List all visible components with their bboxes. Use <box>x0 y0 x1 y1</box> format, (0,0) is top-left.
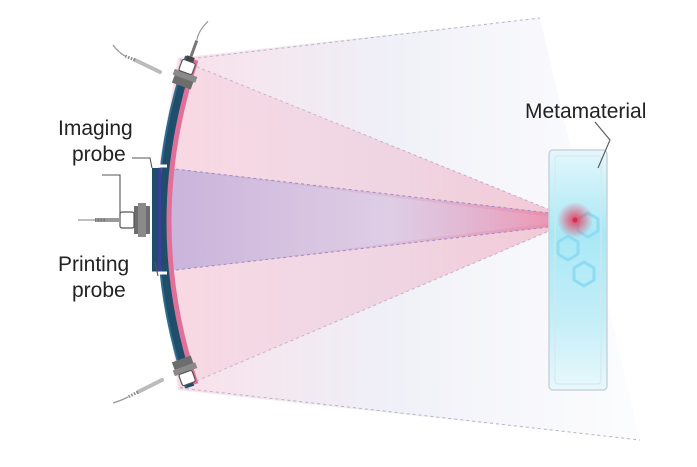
printing-probe-label-line1: Printing <box>58 253 130 276</box>
ultrasound-probe-icon <box>171 355 198 387</box>
imaging-beam <box>157 166 576 273</box>
ultrasound-probe-icon <box>171 20 209 90</box>
probe-bottom-cable <box>112 378 164 404</box>
leader-lines <box>102 121 611 277</box>
printing-probe-label-line2: probe <box>72 279 126 302</box>
curved-transducer-array <box>147 55 199 389</box>
imaging-probe-label-line1: Imaging <box>58 117 133 140</box>
ultrasound-probe-icon <box>78 203 150 237</box>
probe-top-cable <box>112 44 162 74</box>
imaging-probe-label-line2: probe <box>72 143 126 166</box>
focal-point <box>557 202 593 238</box>
metamaterial-label: Metamaterial <box>525 100 647 123</box>
metamaterial-slab <box>548 149 608 391</box>
